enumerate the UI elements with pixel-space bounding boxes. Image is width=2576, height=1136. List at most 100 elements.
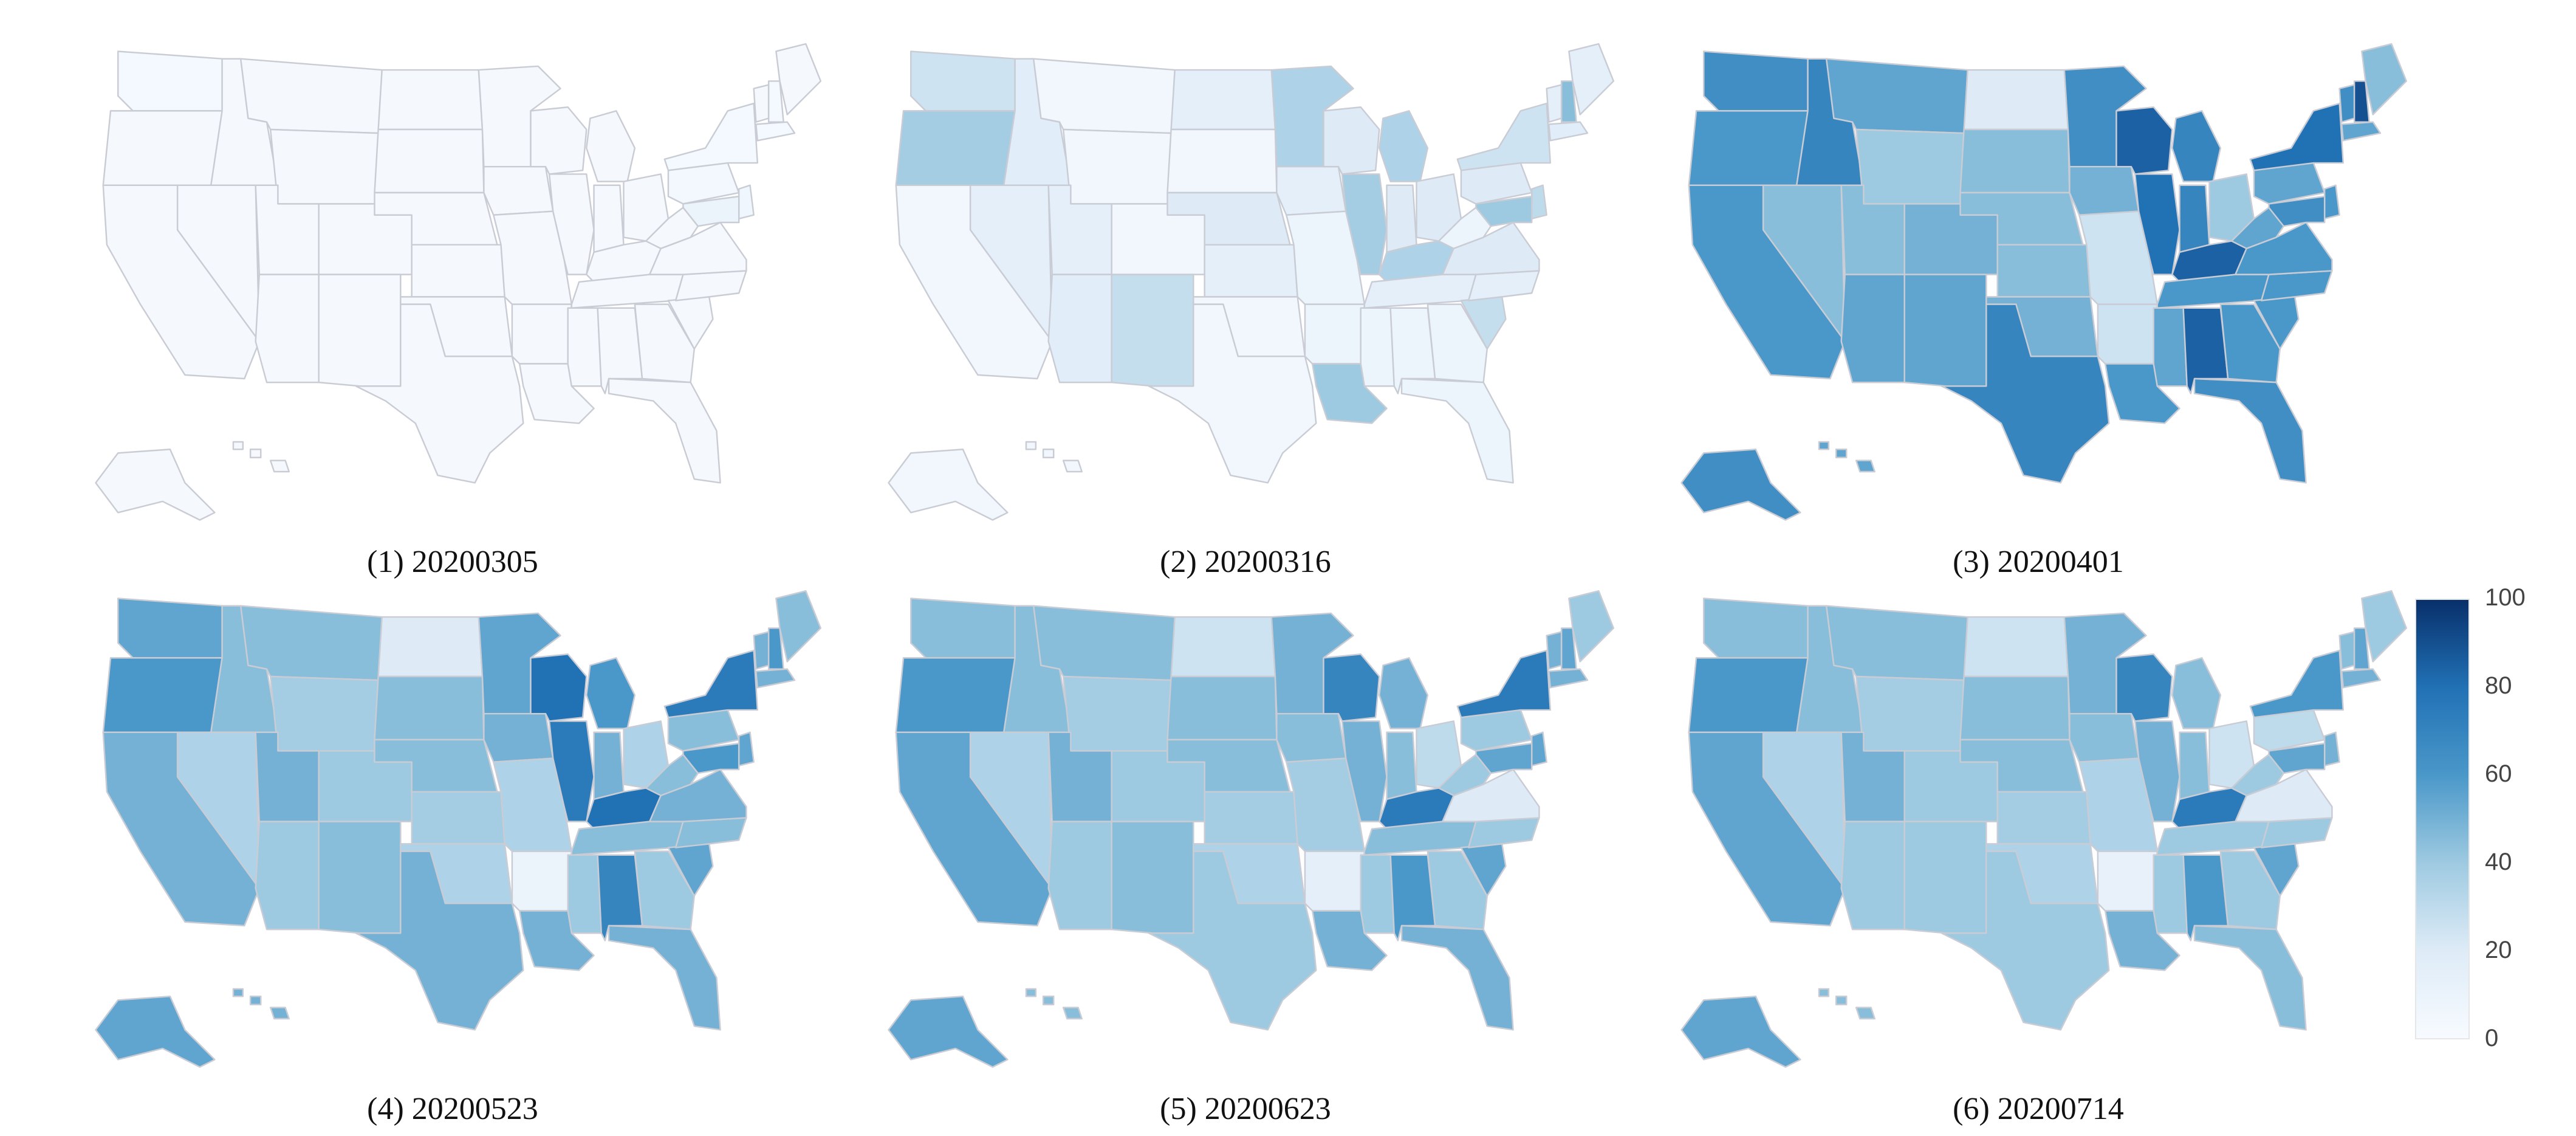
state-MD: [2268, 742, 2326, 774]
state-IN: [1386, 184, 1417, 253]
panel-caption: (3) 20200401: [1953, 545, 2124, 579]
state-MA: [1548, 668, 1589, 689]
state-TX: [1148, 303, 1317, 484]
state-HI-island-2: [1835, 449, 1848, 458]
state-FL: [1400, 377, 1514, 484]
state-MI: [586, 110, 636, 182]
state-WI: [2115, 653, 2173, 722]
state-GA: [1427, 303, 1488, 384]
state-WA: [910, 597, 1016, 659]
state-TN: [570, 274, 684, 309]
us-map-6: [1680, 590, 2408, 1068]
panel-caption: (5) 20200623: [1160, 1092, 1331, 1126]
map-panel-5: (5) 20200623: [848, 583, 1643, 1126]
state-IL: [1341, 720, 1388, 822]
map-panel-3: (3) 20200401: [1640, 36, 2436, 579]
state-WY: [269, 675, 379, 756]
state-WY: [1062, 128, 1172, 208]
state-VT: [753, 631, 770, 670]
state-OR: [895, 110, 1016, 186]
state-VT: [1546, 84, 1563, 123]
panel-caption: (6) 20200714: [1953, 1092, 2124, 1126]
state-TX: [1148, 850, 1317, 1031]
state-HI-island-2: [249, 449, 262, 458]
state-IN: [1386, 731, 1417, 800]
state-WY: [1855, 128, 1965, 208]
state-NY: [2249, 102, 2345, 171]
state-ND: [1963, 616, 2069, 678]
panel-caption: (4) 20200523: [367, 1092, 538, 1126]
state-NJ: [2323, 731, 2340, 767]
state-OR: [1688, 110, 1809, 186]
state-NC: [2260, 270, 2333, 301]
state-AR: [511, 850, 573, 912]
map-panel-1: (1) 20200305: [55, 36, 851, 579]
state-WA: [1703, 50, 1809, 112]
us-map-1: [95, 43, 822, 521]
state-OR: [102, 110, 223, 186]
state-OR: [1688, 657, 1809, 733]
panel-caption: (2) 20200316: [1160, 545, 1331, 579]
colorbar-tick-label: 0: [2485, 1025, 2499, 1052]
state-GA: [634, 303, 695, 384]
state-WY: [1855, 675, 1965, 756]
map-panel-4: (4) 20200523: [55, 583, 851, 1126]
colorbar-tick-label: 60: [2485, 760, 2512, 787]
state-TN: [1363, 821, 1477, 856]
state-NY: [1456, 649, 1552, 718]
state-NM: [1111, 274, 1194, 391]
state-WI: [530, 653, 587, 722]
state-MD: [682, 195, 740, 227]
state-AZ: [1047, 821, 1112, 931]
state-AK: [1680, 996, 1801, 1068]
state-AR: [511, 303, 573, 365]
state-NC: [2260, 817, 2333, 849]
state-HI-island-1: [232, 988, 244, 997]
state-HI-island-1: [1025, 988, 1037, 997]
state-HI: [1855, 1007, 1875, 1020]
colorbar: [2415, 599, 2470, 1039]
state-OR: [102, 657, 223, 733]
state-NJ: [1530, 184, 1547, 220]
state-TN: [2156, 821, 2270, 856]
state-IL: [2134, 173, 2180, 275]
state-AK: [95, 996, 216, 1068]
state-TN: [570, 821, 684, 856]
state-HI-island-2: [1835, 996, 1848, 1005]
state-AZ: [1840, 821, 1905, 931]
state-NJ: [1530, 731, 1547, 767]
state-ME: [1568, 43, 1615, 115]
state-MI: [2171, 110, 2222, 182]
state-HI: [269, 460, 290, 473]
state-KS: [1204, 791, 1298, 845]
state-WI: [2115, 106, 2173, 175]
state-MD: [682, 742, 740, 774]
state-ME: [775, 590, 822, 663]
state-WI: [1323, 106, 1380, 175]
state-IA: [2069, 165, 2140, 216]
us-map-4: [95, 590, 822, 1068]
state-TX: [1941, 850, 2110, 1031]
state-NJ: [738, 184, 755, 220]
state-MD: [1475, 742, 1533, 774]
state-HI-island-2: [1042, 996, 1055, 1005]
state-MI: [586, 657, 636, 729]
us-map-3: [1680, 43, 2408, 521]
state-MI: [1379, 657, 1429, 729]
colorbar-tick-label: 80: [2485, 672, 2512, 699]
state-SD: [1959, 675, 2071, 741]
state-MA: [755, 668, 796, 689]
state-HI-island-2: [249, 996, 262, 1005]
state-MI: [1379, 110, 1429, 182]
state-MS: [567, 854, 602, 934]
state-TX: [355, 303, 524, 484]
state-AZ: [255, 274, 320, 384]
state-NJ: [738, 731, 755, 767]
state-ND: [1170, 616, 1276, 678]
us-map-2: [888, 43, 1615, 521]
state-ME: [2361, 43, 2408, 115]
state-ND: [1170, 69, 1276, 131]
state-KS: [411, 791, 505, 845]
state-WY: [269, 128, 379, 208]
state-FL: [2193, 377, 2307, 484]
